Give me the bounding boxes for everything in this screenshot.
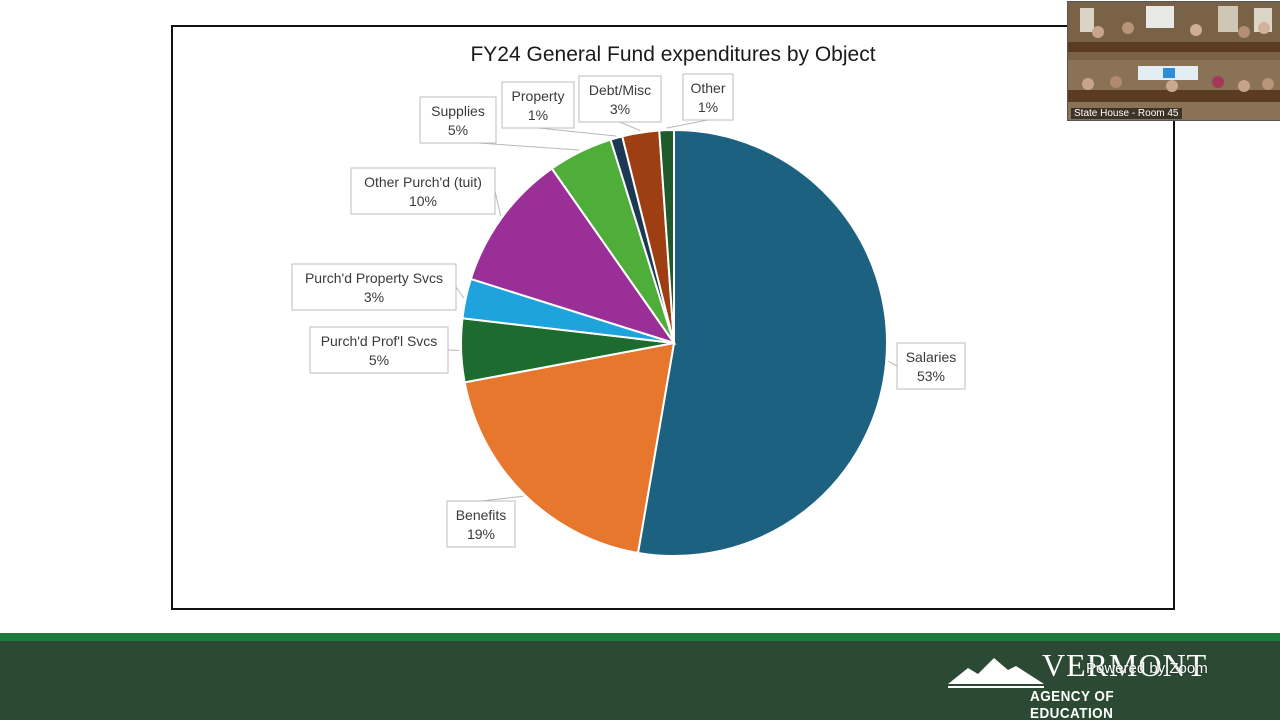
leader-line-8 [667,120,708,128]
data-label-2: Purch'd Prof'l Svcs 5% [310,327,448,373]
leader-line-3 [456,287,464,298]
slice-name-label: Property [512,88,565,104]
slice-percent-label: 10% [409,193,437,209]
logo-subtitle: AGENCY OF EDUCATION [1030,688,1197,722]
slice-percent-label: 19% [467,526,495,542]
footer-stripe [0,633,1280,641]
slice-name-label: Purch'd Property Svcs [305,270,443,286]
leader-line-1 [481,496,523,501]
leader-line-5 [478,143,579,150]
leader-line-4 [495,191,501,216]
video-label: State House - Room 45 [1071,108,1182,119]
leader-line-6 [538,128,616,136]
slice-name-label: Other Purch'd (tuit) [364,174,482,190]
slice-percent-label: 3% [610,101,630,117]
slice-percent-label: 1% [698,99,718,115]
slice-percent-label: 1% [528,107,548,123]
slice-percent-label: 3% [364,289,384,305]
zoom-credit: Powered by Zoom [1086,660,1208,677]
slice-name-label: Debt/Misc [589,82,651,98]
meeting-room-video-icon [1068,2,1280,120]
slice-name-label: Other [690,80,725,96]
data-label-7: Debt/Misc 3% [579,76,661,122]
mountain-logo-icon [946,654,1046,690]
data-label-8: Other 1% [683,74,733,120]
data-label-1: Benefits 19% [447,501,515,547]
vermont-aoe-logo: VERMONT AGENCY OF EDUCATION [946,646,1216,716]
data-label-3: Purch'd Property Svcs 3% [292,264,456,310]
slice-percent-label: 5% [448,122,468,138]
pie-slice-0 [638,130,887,556]
slice-percent-label: 53% [917,368,945,384]
slice-name-label: Salaries [906,349,957,365]
leader-line-0 [888,361,897,366]
slice-name-label: Benefits [456,507,507,523]
slice-name-label: Supplies [431,103,485,119]
data-label-4: Other Purch'd (tuit) 10% [351,168,495,214]
data-label-6: Property 1% [502,82,574,128]
slice-name-label: Purch'd Prof'l Svcs [321,333,438,349]
data-label-5: Supplies 5% [420,97,496,143]
slice-percent-label: 5% [369,352,389,368]
data-label-0: Salaries 53% [897,343,965,389]
leader-line-7 [620,122,640,131]
video-thumbnail[interactable]: State House - Room 45 [1067,1,1280,121]
